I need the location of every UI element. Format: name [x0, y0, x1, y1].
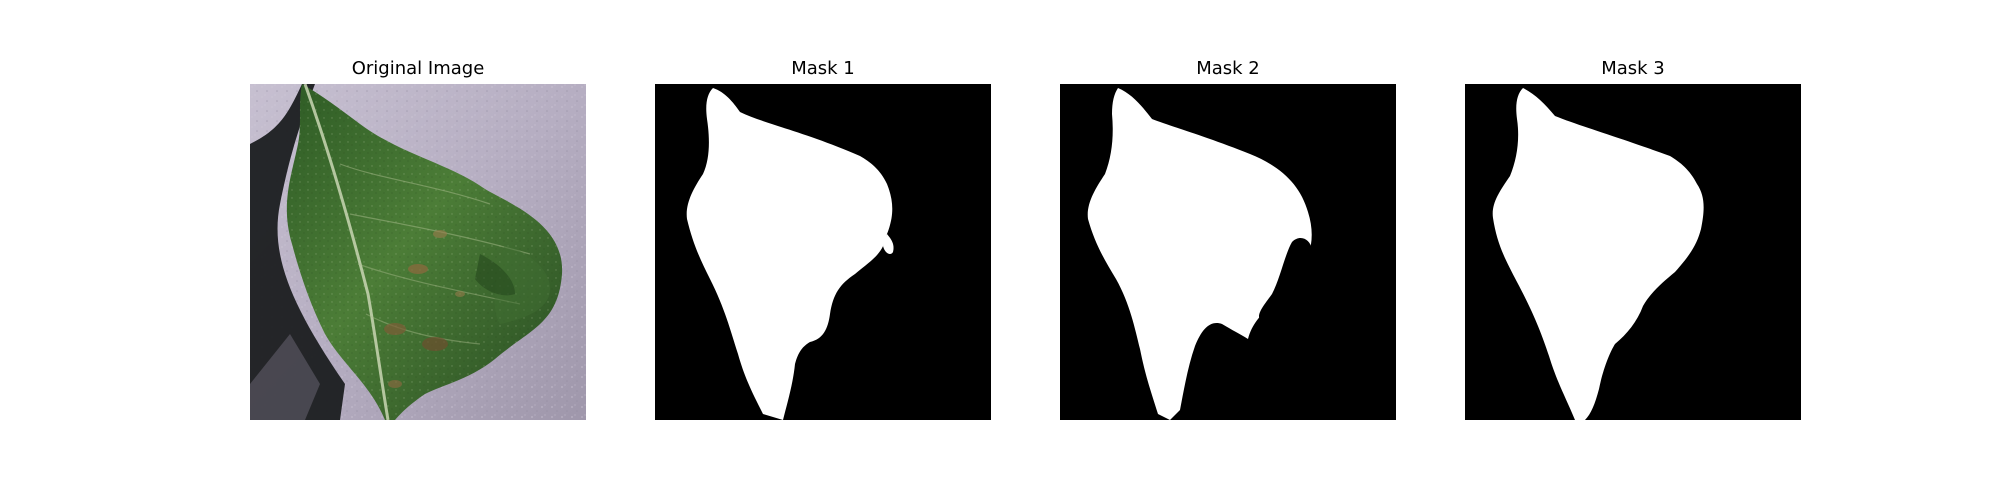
mask-3-panel: Mask 3 — [1465, 0, 1801, 500]
mask-3-image — [1465, 84, 1801, 420]
panel-title-mask-3: Mask 3 — [1601, 58, 1665, 79]
panel-title-mask-1: Mask 1 — [791, 58, 855, 79]
mask-2-image — [1060, 84, 1396, 420]
mask-2-panel: Mask 2 — [1060, 0, 1396, 500]
original-image-panel: Original Image — [250, 0, 586, 500]
mask-1-panel: Mask 1 — [655, 0, 991, 500]
panel-title-mask-2: Mask 2 — [1196, 58, 1260, 79]
panel-title-original-image: Original Image — [351, 58, 485, 79]
original-leaf-image — [250, 84, 586, 420]
mask-1-image — [655, 84, 991, 420]
